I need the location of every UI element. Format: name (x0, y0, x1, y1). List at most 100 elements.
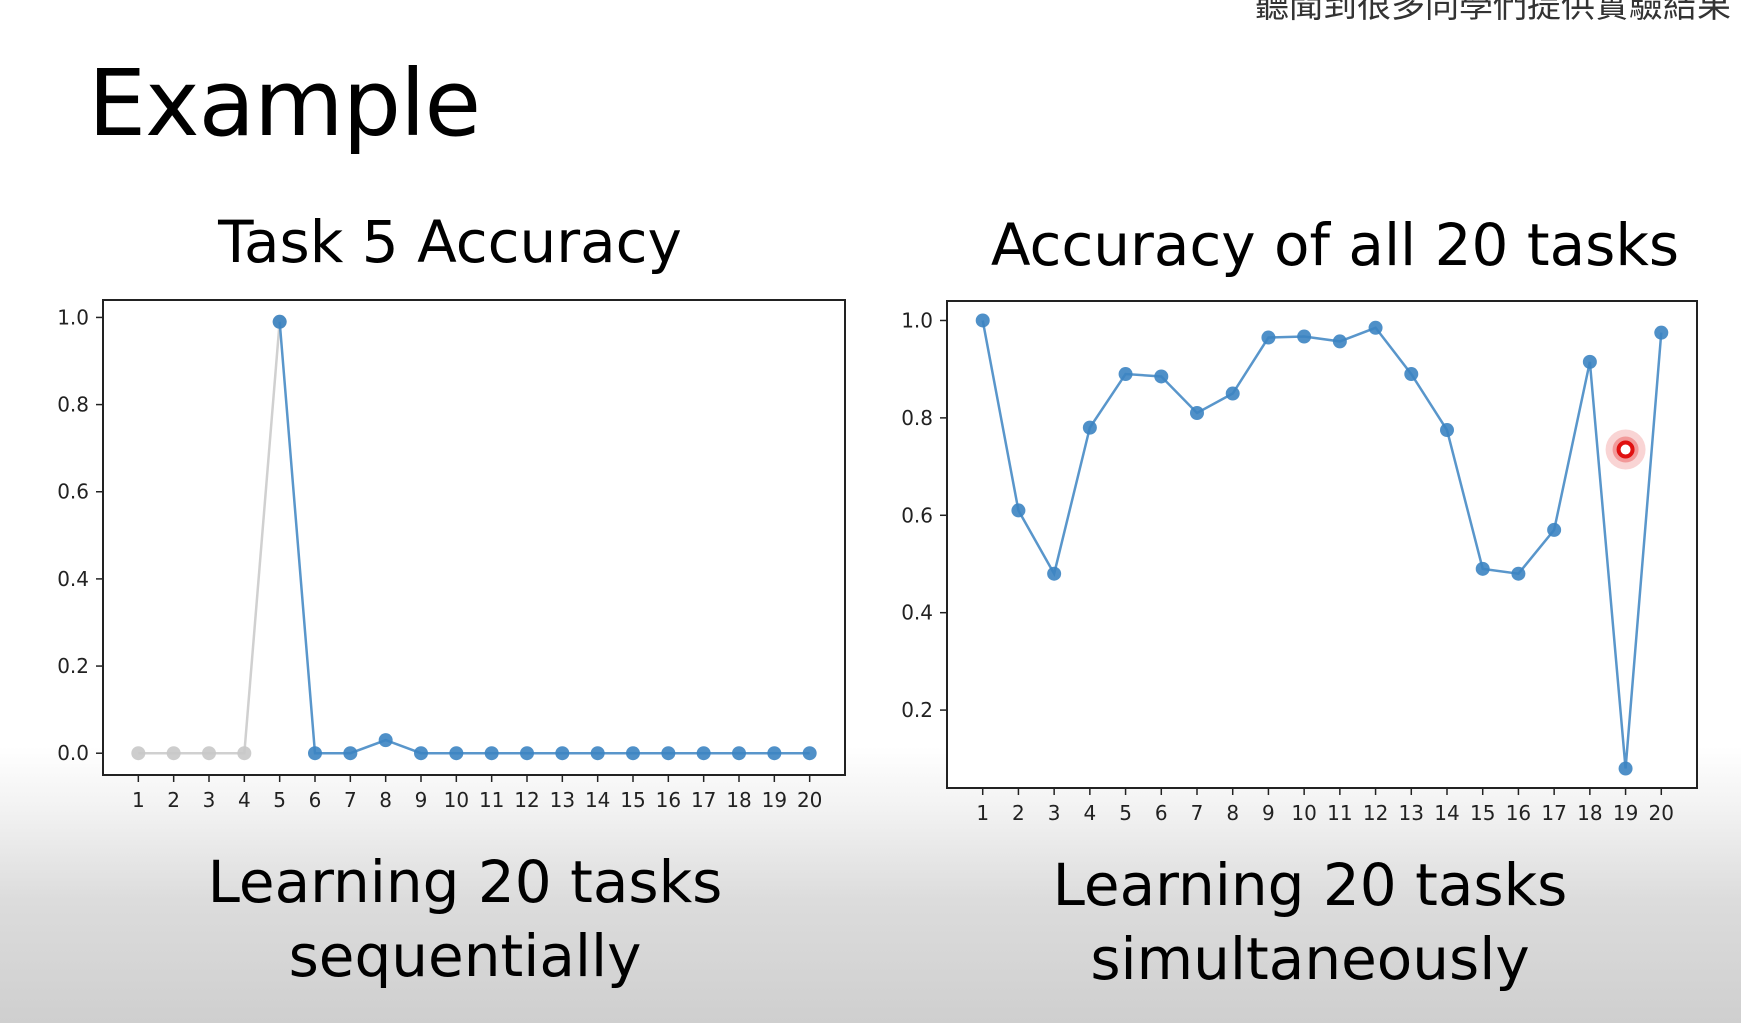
x-tick-label: 5 (273, 788, 286, 812)
data-point (1511, 566, 1526, 581)
slide-title: Example (88, 50, 481, 157)
data-point (378, 733, 393, 748)
chart-title-all-tasks: Accuracy of all 20 tasks (990, 211, 1680, 279)
data-point (131, 746, 146, 761)
x-tick-label: 18 (726, 788, 751, 812)
y-tick-label: 0.4 (57, 567, 89, 591)
x-tick-label: 7 (1191, 801, 1204, 825)
data-point (590, 746, 605, 761)
highlight-marker-icon (1616, 440, 1635, 459)
caption-simultaneous: Learning 20 tasks simultaneously (940, 848, 1680, 996)
x-tick-label: 9 (415, 788, 428, 812)
x-tick-label: 12 (514, 788, 539, 812)
data-point (626, 746, 640, 761)
x-tick-label: 17 (691, 788, 716, 812)
y-tick-label: 0.8 (57, 393, 89, 417)
data-point (1332, 334, 1347, 349)
x-tick-label: 1 (132, 788, 145, 812)
x-tick-label: 1 (976, 801, 989, 825)
y-tick-label: 1.0 (57, 305, 89, 329)
data-point (202, 746, 216, 761)
y-tick-label: 0.2 (57, 654, 89, 678)
x-tick-label: 15 (1470, 801, 1495, 825)
x-tick-label: 6 (309, 788, 322, 812)
data-point (975, 313, 990, 328)
data-point (1190, 406, 1204, 421)
x-tick-label: 17 (1541, 801, 1566, 825)
x-tick-label: 8 (1226, 801, 1239, 825)
data-point (1297, 329, 1312, 344)
data-point (1261, 330, 1276, 345)
x-tick-label: 19 (762, 788, 787, 812)
x-tick-label: 11 (479, 788, 504, 812)
x-tick-label: 13 (1399, 801, 1424, 825)
data-point (1582, 354, 1597, 369)
x-tick-label: 14 (1434, 801, 1459, 825)
data-point (1475, 561, 1490, 576)
data-point (272, 314, 287, 329)
data-point (1618, 761, 1633, 776)
x-tick-label: 12 (1363, 801, 1388, 825)
data-point (414, 746, 428, 761)
x-tick-label: 20 (1649, 801, 1674, 825)
data-point (343, 746, 358, 761)
data-point (1368, 320, 1383, 335)
data-point (1082, 420, 1097, 435)
x-tick-label: 3 (203, 788, 216, 812)
data-point (1654, 325, 1669, 340)
x-tick-label: 14 (585, 788, 610, 812)
x-tick-label: 10 (1291, 801, 1316, 825)
x-tick-label: 16 (656, 788, 681, 812)
x-tick-label: 3 (1048, 801, 1061, 825)
x-tick-label: 4 (238, 788, 251, 812)
x-tick-label: 8 (379, 788, 392, 812)
data-point (1404, 367, 1419, 382)
data-point (1118, 367, 1133, 382)
data-point (237, 746, 252, 761)
data-point (1011, 503, 1026, 518)
x-tick-label: 6 (1155, 801, 1168, 825)
data-point (1547, 522, 1562, 537)
x-tick-label: 9 (1262, 801, 1275, 825)
data-point (308, 746, 322, 761)
caption-simultaneous-line2: simultaneously (1090, 925, 1530, 993)
x-tick-label: 11 (1327, 801, 1352, 825)
data-point (520, 746, 534, 761)
x-tick-label: 2 (1012, 801, 1025, 825)
data-point (696, 746, 711, 761)
x-tick-label: 10 (444, 788, 469, 812)
data-point (555, 746, 570, 761)
x-tick-label: 16 (1506, 801, 1531, 825)
x-tick-label: 20 (797, 788, 822, 812)
plot-frame (946, 300, 1698, 789)
data-point (166, 746, 181, 761)
series-line (981, 320, 1663, 769)
y-tick-label: 0.8 (901, 406, 933, 430)
data-point (1225, 386, 1240, 401)
y-tick-label: 0.2 (901, 698, 933, 722)
chart-task5-accuracy: 0.00.20.40.60.81.01 2 3 4 5 6 7 8 9 10 11 12 13 14 15 1… (57, 299, 846, 812)
data-point (449, 746, 464, 761)
data-point (1154, 369, 1169, 384)
x-tick-label: 13 (550, 788, 575, 812)
data-point (1047, 566, 1062, 581)
y-tick-label: 0.6 (57, 480, 89, 504)
chart-all-tasks-accuracy: 0.20.40.60.81.01 2 3 4 5 6 7 8 9 10 11 12 13 14 15 16 17… (901, 300, 1698, 825)
x-tick-label: 19 (1613, 801, 1638, 825)
y-tick-label: 0.6 (901, 503, 933, 527)
y-tick-label: 1.0 (901, 308, 933, 332)
data-point (1440, 423, 1454, 438)
data-point (661, 746, 676, 761)
x-tick-label: 7 (344, 788, 357, 812)
data-point (802, 746, 817, 761)
x-tick-label: 5 (1119, 801, 1132, 825)
y-tick-label: 0.0 (57, 741, 89, 765)
chart-title-task5: Task 5 Accuracy (218, 208, 682, 276)
x-tick-label: 15 (620, 788, 645, 812)
plot-frame (102, 299, 846, 776)
data-point (484, 746, 499, 761)
y-tick-label: 0.4 (901, 601, 933, 625)
data-point (767, 746, 782, 761)
caption-sequential-line2: sequentially (288, 922, 642, 990)
top-caption: 聽聞到很多同學們提供實驗結果 (1255, 0, 1731, 26)
